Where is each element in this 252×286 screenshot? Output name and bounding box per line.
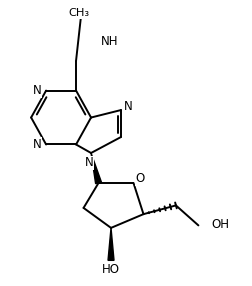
Text: O: O [136,172,145,185]
Text: OH: OH [211,218,229,231]
Text: N: N [33,138,42,151]
Text: CH₃: CH₃ [68,8,89,18]
Text: NH: NH [101,35,118,48]
Polygon shape [108,228,114,260]
Text: N: N [85,156,93,170]
Text: N: N [33,84,42,97]
Text: HO: HO [102,263,120,276]
Text: N: N [124,100,133,113]
Polygon shape [91,153,102,184]
